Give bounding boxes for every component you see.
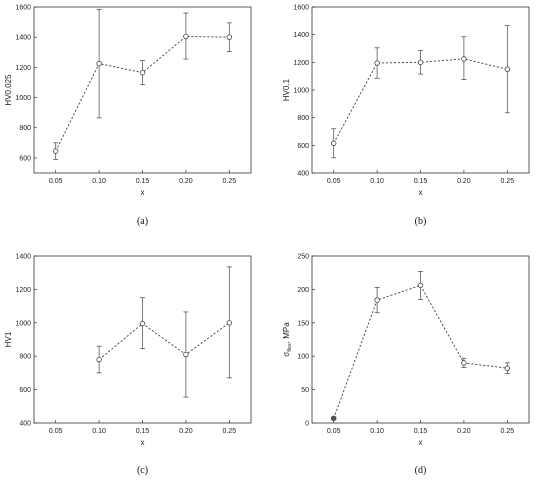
plot-frame <box>33 6 252 174</box>
data-point <box>53 148 59 154</box>
x-tick-label: 0.25 <box>222 178 236 185</box>
data-point <box>374 60 380 66</box>
panel-label: (a) <box>137 216 148 227</box>
x-tick-label: 0.25 <box>500 178 514 185</box>
x-tick-label: 0.05 <box>327 178 341 185</box>
data-point <box>139 320 146 327</box>
y-axis-label-main: HV0.025 <box>4 74 13 106</box>
x-axis-label: x <box>419 438 423 447</box>
x-tick-label: 0.20 <box>179 428 193 435</box>
data-point <box>139 69 146 76</box>
y-tick-label: 800 <box>297 115 309 122</box>
y-axis-label: HV1 <box>4 331 13 347</box>
series-line <box>55 35 230 152</box>
y-tick-label: 800 <box>19 125 31 132</box>
panel-label: (b) <box>415 216 427 227</box>
x-tick-label: 0.25 <box>222 428 236 435</box>
y-tick-label: 1200 <box>15 287 31 294</box>
chart-panel-4: 0.05 0.10 0.15 0.20 0.25 0 50 100 150 200 250 x σfle… <box>282 254 530 476</box>
panel-label: (d) <box>415 465 427 476</box>
y-tick-label: 50 <box>301 387 309 394</box>
x-tick-label: 0.15 <box>136 428 150 435</box>
y-tick-label: 600 <box>297 143 309 150</box>
y-tick-label: 200 <box>297 287 309 294</box>
y-tick-label: 1200 <box>15 65 31 72</box>
y-tick-label: 600 <box>19 155 31 162</box>
y-tick-label: 1600 <box>293 5 309 12</box>
x-tick-label: 0.10 <box>370 428 384 435</box>
data-point <box>504 66 510 72</box>
y-tick-label: 1000 <box>293 88 309 95</box>
chart-panel-3: 0.05 0.10 0.15 0.20 0.25 400 600 800 1000 1200 140… <box>4 254 252 476</box>
x-tick-label: 0.05 <box>49 178 63 185</box>
x-tick-label: 0.10 <box>92 178 106 185</box>
x-tick-label: 0.15 <box>414 428 428 435</box>
data-point <box>226 320 232 326</box>
y-tick-label: 600 <box>19 387 31 394</box>
series-line <box>333 58 508 144</box>
y-axis-label-main: HV0.1 <box>282 78 291 101</box>
y-tick-label: 1400 <box>15 35 31 42</box>
data-point <box>183 351 189 358</box>
y-tick-label: 400 <box>19 421 31 428</box>
data-point <box>504 365 510 371</box>
x-tick-label: 0.05 <box>327 428 341 435</box>
data-point <box>183 33 189 40</box>
x-tick-label: 0.20 <box>457 178 471 185</box>
y-axis-label: HV0.025 <box>4 74 13 106</box>
y-tick-label: 400 <box>297 171 309 178</box>
x-tick-label: 0.20 <box>179 178 193 185</box>
y-tick-label: 1400 <box>293 32 309 39</box>
data-point <box>331 140 337 146</box>
data-point <box>96 356 102 363</box>
data-point <box>417 282 424 289</box>
data-point <box>226 34 232 40</box>
x-tick-label: 0.25 <box>500 428 514 435</box>
x-axis-label: x <box>141 188 145 197</box>
y-tick-label: 1400 <box>15 254 31 261</box>
data-point <box>417 59 424 66</box>
x-axis-label: x <box>141 438 145 447</box>
y-axis-label-subscript: flex <box>287 343 293 352</box>
data-point <box>374 297 380 303</box>
plot-frame <box>311 6 530 174</box>
x-tick-label: 0.10 <box>92 428 106 435</box>
panel-label: (c) <box>137 465 148 476</box>
y-axis-label: σflex, MPa <box>282 322 293 357</box>
data-point <box>331 415 337 422</box>
y-axis-label-unit: , MPa <box>282 322 291 343</box>
data-point <box>96 60 102 67</box>
chart-panel-2: 0.05 0.10 0.15 0.20 0.25 400 600 800 1000 1200 140… <box>282 5 530 227</box>
y-tick-label: 1200 <box>293 60 309 67</box>
x-tick-label: 0.10 <box>370 178 384 185</box>
y-tick-label: 250 <box>297 254 309 261</box>
y-axis-label-main: HV1 <box>4 331 13 347</box>
y-axis-label: HV0.1 <box>282 78 291 101</box>
chart-panel-1: 0.05 0.10 0.15 0.20 0.25 600 800 1000 1200 1400 16… <box>4 5 252 227</box>
data-point <box>461 360 467 366</box>
y-tick-label: 150 <box>297 320 309 327</box>
x-tick-label: 0.20 <box>457 428 471 435</box>
y-tick-label: 1000 <box>15 95 31 102</box>
y-tick-label: 800 <box>19 354 31 361</box>
x-axis-label: x <box>419 188 423 197</box>
x-tick-label: 0.15 <box>414 178 428 185</box>
y-tick-label: 1600 <box>15 5 31 12</box>
series-line <box>98 322 230 360</box>
y-axis-label-main: σ <box>282 352 291 357</box>
y-tick-label: 100 <box>297 354 309 361</box>
y-tick-label: 0 <box>305 421 309 428</box>
data-point <box>461 56 467 62</box>
x-tick-label: 0.15 <box>136 178 150 185</box>
y-tick-label: 1000 <box>15 320 31 327</box>
series-line <box>333 284 508 419</box>
x-tick-label: 0.05 <box>49 428 63 435</box>
